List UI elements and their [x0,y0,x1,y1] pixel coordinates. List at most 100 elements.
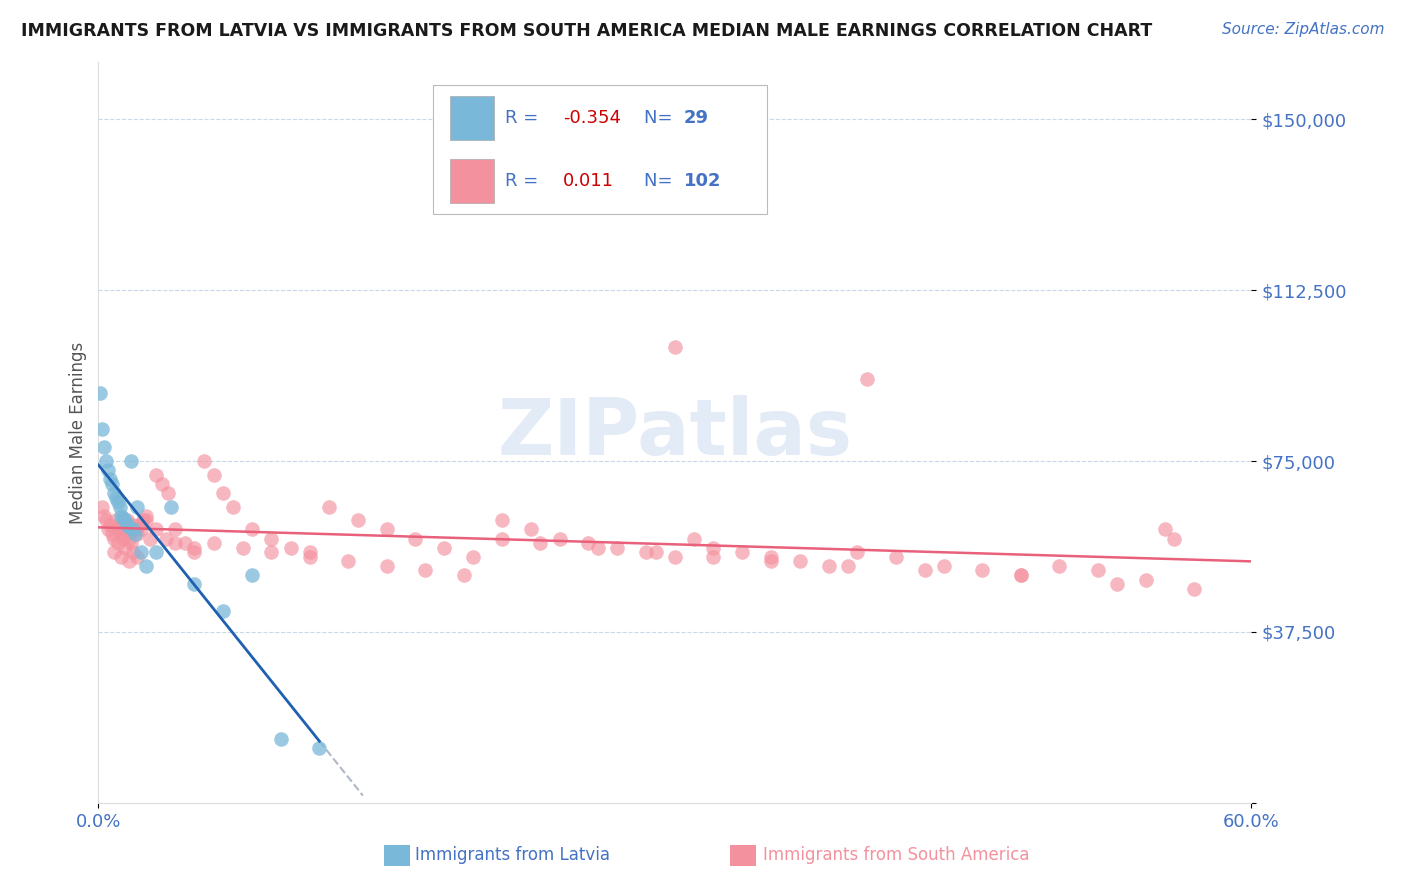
Point [112,532,135,546]
Point [117,513,139,527]
Point [375,558,398,573]
Point [103,545,125,559]
Point [375,523,398,537]
Point [731,545,754,559]
Text: R =: R = [505,109,544,127]
Point [837,558,859,573]
Point [145,523,167,537]
Point [1047,558,1070,573]
Point [347,513,370,527]
Point [110,549,132,564]
Point [108,517,131,532]
Point [97,523,120,537]
Point [644,545,666,559]
Point [298,545,321,559]
Point [846,545,869,559]
Point [104,513,127,527]
Point [578,536,600,550]
Point [124,527,146,541]
Point [308,741,330,756]
Point [94,454,117,468]
Point [222,500,245,514]
Point [491,532,513,546]
Point [1105,577,1128,591]
Point [1010,568,1032,582]
Text: 0.011: 0.011 [562,172,614,190]
Bar [730,845,755,866]
Point [118,554,141,568]
Point [125,549,148,564]
Point [174,536,197,550]
Text: 102: 102 [685,172,721,190]
Point [664,340,686,354]
Point [125,527,148,541]
Point [520,523,543,537]
Point [453,568,475,582]
Point [586,541,609,555]
Point [135,508,157,523]
Point [1154,523,1177,537]
Point [91,422,114,436]
Point [114,513,136,527]
Point [150,476,173,491]
Point [124,523,146,537]
Point [548,532,571,546]
Point [932,558,955,573]
Point [107,536,129,550]
Point [183,577,205,591]
Bar [450,159,494,203]
Point [165,536,187,550]
Point [1182,582,1205,596]
Point [118,532,141,546]
Point [212,604,235,618]
Point [405,532,427,546]
Point [884,549,907,564]
Point [98,472,121,486]
Point [125,500,148,514]
Point [122,523,145,537]
Point [260,545,283,559]
Y-axis label: Median Male Earnings: Median Male Earnings [69,342,87,524]
Point [114,541,136,555]
Point [107,523,129,537]
Point [212,486,235,500]
Point [129,545,152,559]
Point [413,564,436,578]
Point [94,513,117,527]
Point [702,541,724,555]
Point [202,536,225,550]
Text: IMMIGRANTS FROM LATVIA VS IMMIGRANTS FROM SOUTH AMERICA MEDIAN MALE EARNINGS COR: IMMIGRANTS FROM LATVIA VS IMMIGRANTS FRO… [21,22,1153,40]
Point [298,549,321,564]
Point [856,372,879,386]
Point [606,541,628,555]
Text: Immigrants from South America: Immigrants from South America [762,847,1029,864]
Point [491,513,513,527]
Point [128,517,150,532]
Point [91,500,114,514]
Point [240,568,263,582]
Point [1135,573,1157,587]
Point [202,467,225,482]
Point [89,385,111,400]
Point [122,545,145,559]
Point [139,532,162,546]
Point [1163,532,1185,546]
Point [145,545,167,559]
Point [972,564,994,578]
Point [103,486,125,500]
Text: 29: 29 [685,109,709,127]
Point [145,467,167,482]
Point [131,513,153,527]
Point [160,500,183,514]
Point [337,554,360,568]
Point [702,549,724,564]
Point [93,508,115,523]
Point [165,523,187,537]
Point [433,541,456,555]
Point [117,517,139,532]
Text: ZIPatlas: ZIPatlas [498,394,852,471]
Point [280,541,302,555]
Point [120,454,142,468]
Point [260,532,283,546]
Point [240,523,263,537]
